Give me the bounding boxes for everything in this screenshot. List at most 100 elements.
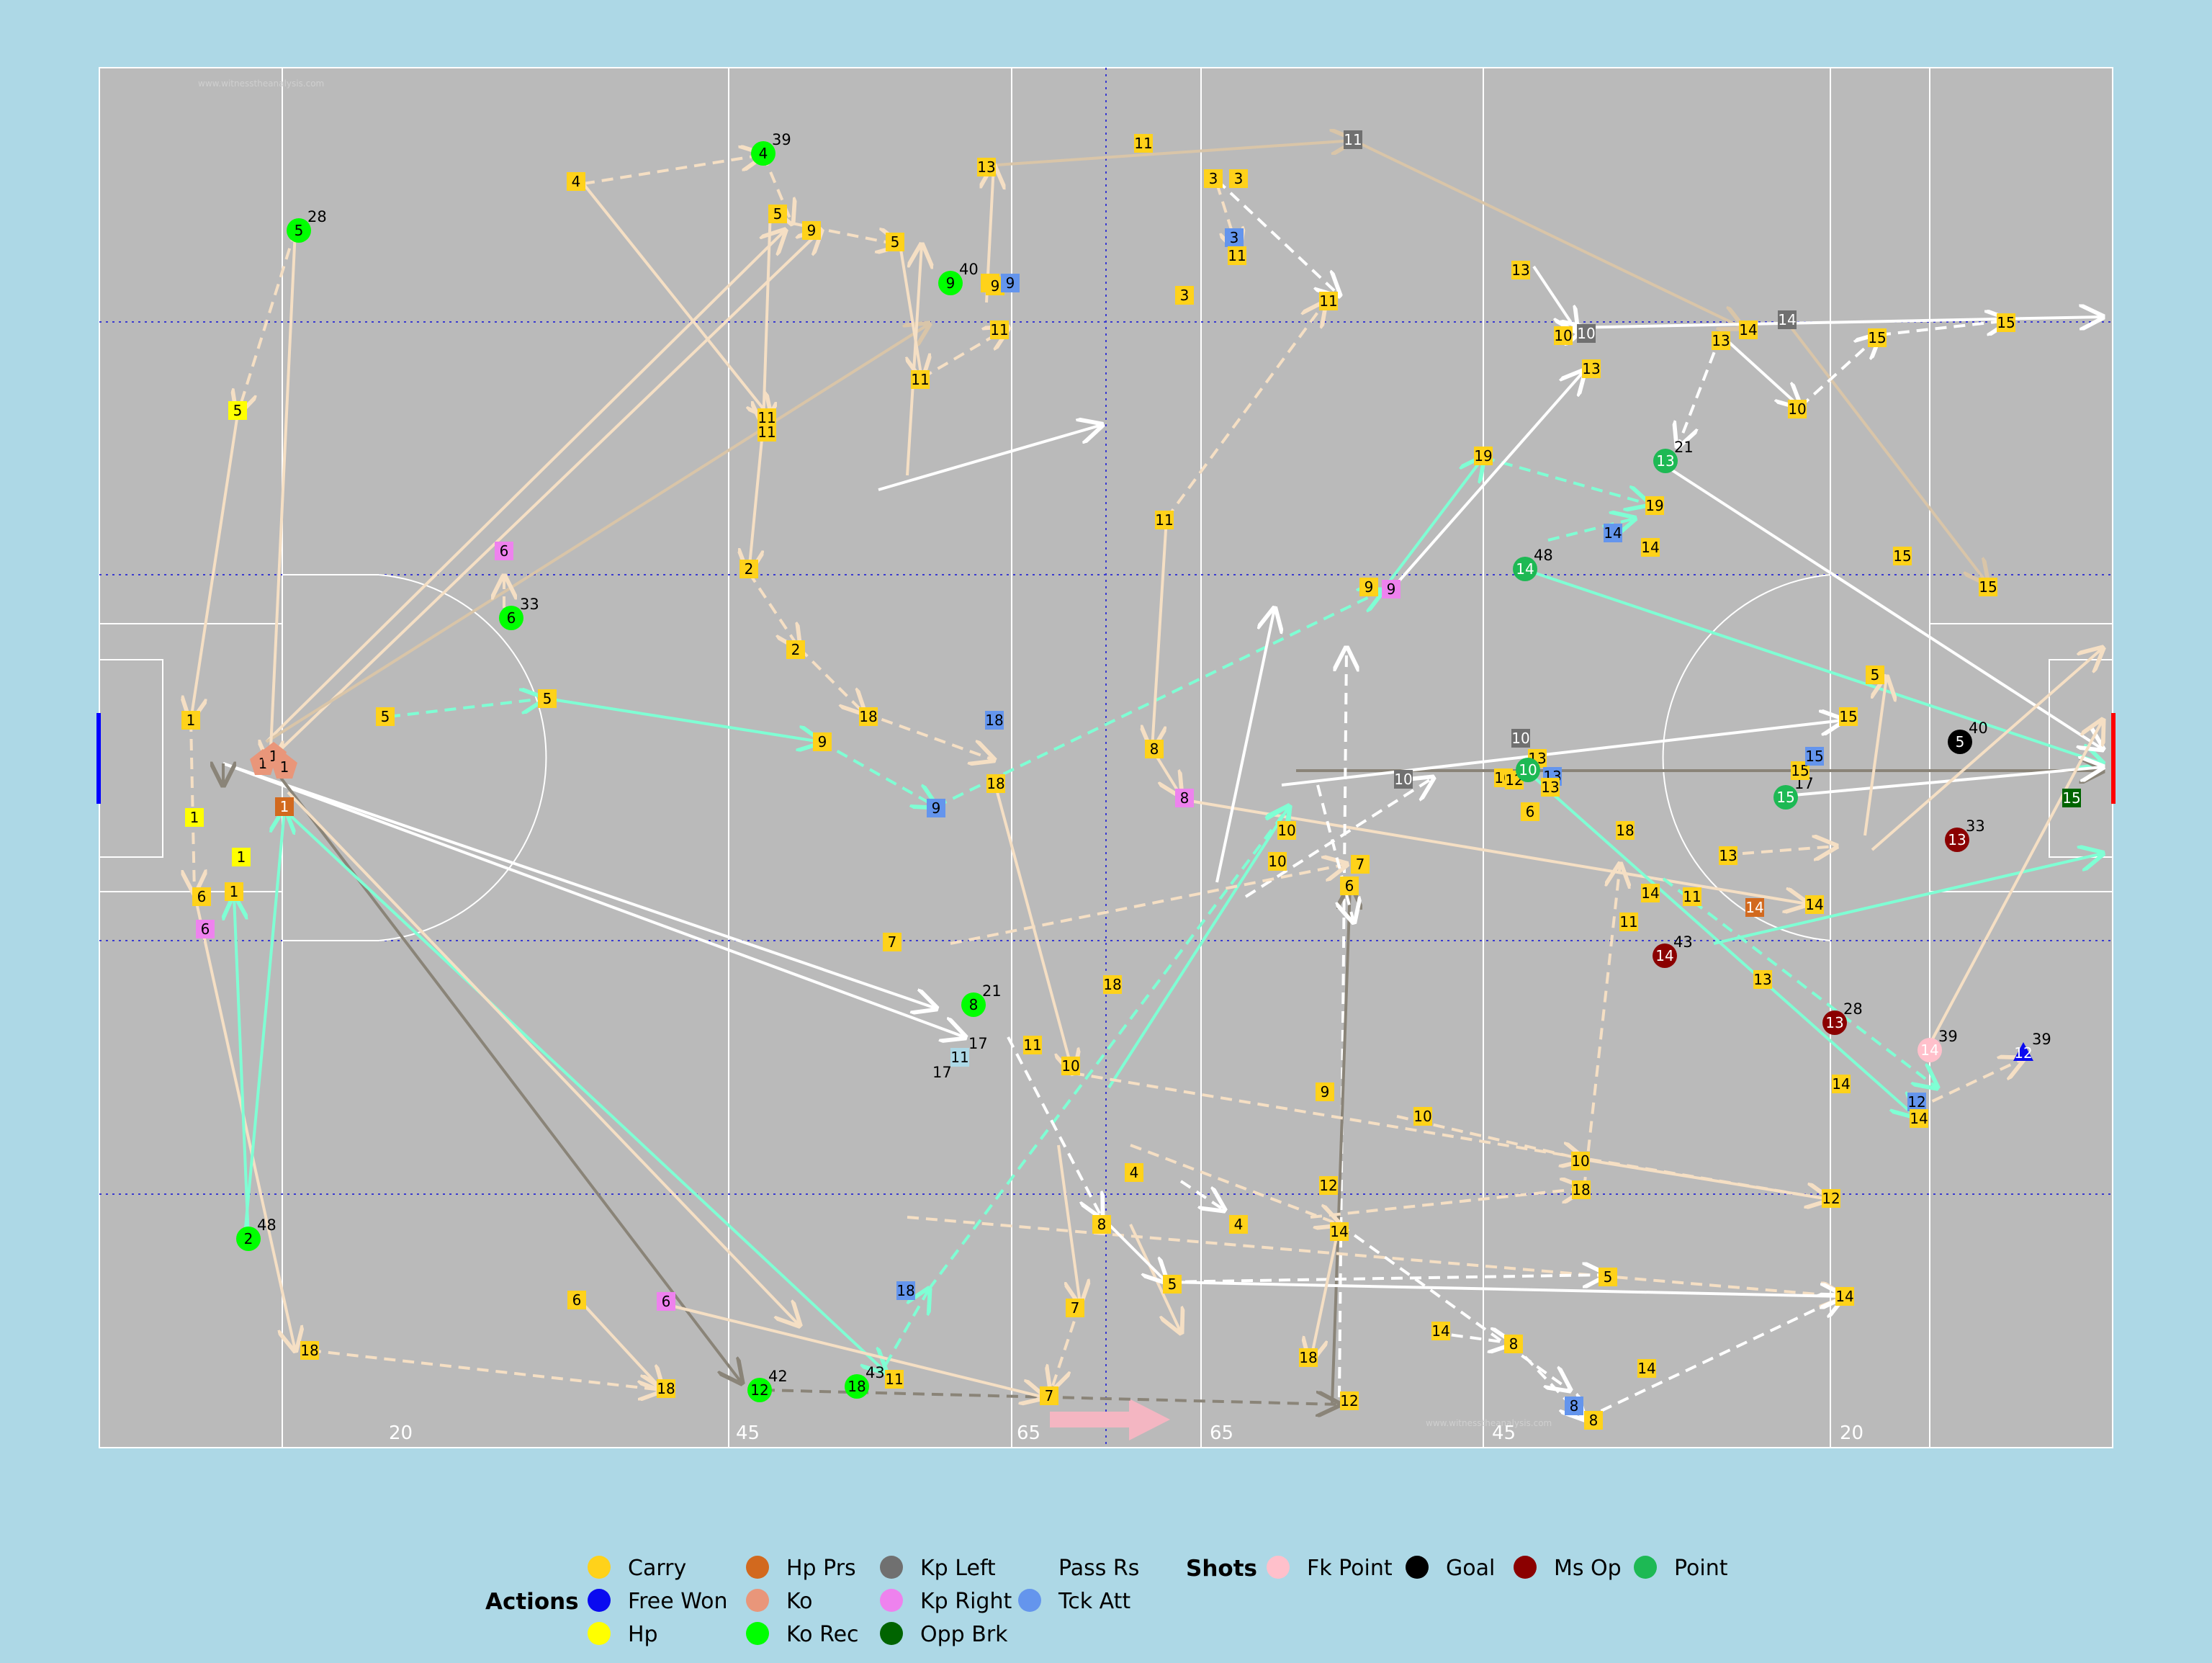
marker-square	[1719, 846, 1737, 865]
marker-player-number: 33	[520, 596, 539, 613]
marker-square	[1645, 496, 1664, 515]
marker-square	[1997, 313, 2015, 332]
marker-square	[1712, 331, 1730, 350]
marker-carry: 11	[990, 321, 1009, 339]
marker-number: 15	[1893, 547, 1911, 565]
marker-carry: 7	[1351, 855, 1370, 874]
marker-square	[1910, 1109, 1928, 1128]
marker-square	[1225, 228, 1244, 247]
marker-number: 8	[1097, 1216, 1107, 1233]
action-line	[1525, 769, 1915, 1116]
marker-carry: 9	[802, 221, 821, 240]
marker-player-number: 43	[1673, 933, 1693, 951]
marker-player-number: 17	[968, 1035, 988, 1052]
marker-number: 11	[1319, 292, 1337, 310]
marker-number: 9	[1006, 274, 1015, 292]
marker-number: 13	[1541, 779, 1559, 796]
marker-square	[977, 158, 996, 176]
marker-square	[1839, 707, 1858, 726]
marker-carry: 19	[1645, 496, 1664, 515]
marker-square	[1893, 547, 1912, 565]
marker-tck-att: 14	[1604, 524, 1622, 542]
marker-square	[1268, 852, 1287, 871]
action-line	[1742, 846, 1836, 853]
marker-number: 18	[657, 1380, 675, 1397]
marker-number: 8	[1589, 1412, 1599, 1429]
marker-number: 6	[197, 888, 207, 905]
marker-carry: 14	[1330, 1222, 1349, 1241]
marker-carry: 5	[886, 233, 904, 251]
marker-number: 15	[1868, 329, 1886, 346]
marker-square	[657, 1292, 675, 1311]
marker-carry: 12	[1822, 1189, 1840, 1208]
marker-square	[1299, 1348, 1318, 1367]
action-line	[1784, 319, 1987, 583]
marker-number: 10	[1268, 853, 1286, 870]
marker-number: 18	[986, 775, 1004, 792]
marker-circle	[236, 1227, 261, 1251]
marker-square	[567, 1291, 586, 1309]
action-line	[1310, 1224, 1341, 1361]
marker-number: 14	[1745, 899, 1763, 916]
marker-square	[786, 640, 805, 659]
action-line	[662, 1302, 1044, 1397]
marker-square	[300, 1341, 319, 1360]
action-line	[1353, 139, 1743, 328]
direction-of-play-arrow	[1050, 1399, 1170, 1440]
action-line	[1007, 1036, 1102, 1217]
marker-number: 13	[1511, 261, 1529, 279]
action-line	[747, 571, 799, 648]
yard-lines	[282, 68, 1930, 1448]
marker-player-number: 39	[2032, 1031, 2051, 1048]
marker-carry: 6	[1340, 877, 1359, 895]
marker-square	[1832, 1075, 1851, 1093]
yard-label: 45	[736, 1422, 760, 1444]
marker-square	[538, 689, 557, 708]
marker-carry: 2	[786, 640, 805, 659]
marker-circle	[1917, 1038, 1942, 1062]
marker-carry: 14	[1910, 1109, 1928, 1128]
marker-square	[657, 1379, 675, 1398]
marker-number: 9	[807, 222, 817, 239]
marker-number: 6	[572, 1291, 582, 1309]
marker-carry: 5	[1866, 665, 1884, 684]
marker-circle	[1653, 449, 1678, 473]
marker-square	[1163, 1275, 1182, 1294]
marker-number: 12	[750, 1381, 768, 1399]
marker-kp-right: 6	[196, 920, 215, 938]
marker-carry: 15	[1997, 313, 2015, 332]
marker-square	[1683, 887, 1701, 906]
marker-number: 9	[946, 274, 956, 292]
marker-square	[885, 1370, 904, 1389]
marker-square	[495, 542, 513, 560]
marker-carry: 14	[1835, 1287, 1854, 1306]
marker-square	[196, 920, 215, 938]
marker-carry: 11	[1155, 511, 1174, 529]
marker-number: 8	[1180, 789, 1190, 807]
marker-number: 5	[381, 708, 390, 725]
marker-number: 10	[1511, 730, 1529, 747]
marker-number: 9	[818, 733, 827, 750]
marker-number: 18	[300, 1342, 318, 1359]
marker-carry: 10	[1277, 821, 1296, 840]
yard-label: 20	[389, 1422, 413, 1444]
marker-square	[1745, 898, 1764, 917]
marker-carry: 6	[192, 887, 211, 906]
right-goal-posts	[2111, 713, 2116, 804]
marker-number: 7	[1071, 1299, 1080, 1317]
action-line	[1662, 877, 1937, 1088]
action-line	[1871, 648, 2103, 851]
marker-square	[1511, 261, 1530, 279]
marker-number: 6	[1345, 877, 1354, 895]
marker-number: 6	[662, 1293, 671, 1310]
marker-number: 18	[848, 1378, 866, 1395]
marker-carry: 15	[1893, 547, 1912, 565]
marker-square	[1572, 1180, 1591, 1199]
action-line	[388, 699, 544, 718]
marker-ko-rec: 439	[751, 131, 791, 166]
marker-carry: 10	[1571, 1152, 1590, 1170]
action-line	[1165, 302, 1325, 520]
